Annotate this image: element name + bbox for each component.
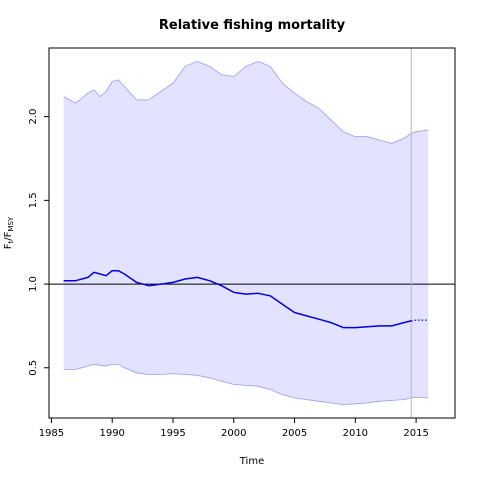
plot-frame [48, 47, 456, 419]
x-tick-label: 2000 [221, 428, 246, 439]
x-axis-label: Time [239, 456, 264, 467]
y-axis-label-sub1: t [7, 240, 15, 243]
y-tick-label: 1.0 [28, 276, 39, 292]
projection-line [411, 319, 429, 322]
y-axis-label: Ft/FMSY [3, 216, 15, 249]
y-tick-label: 1.5 [28, 192, 39, 208]
confidence-band [63, 61, 429, 405]
estimate-line [63, 269, 412, 329]
y-axis-label-main: F [3, 243, 14, 249]
upper-bound-line [63, 60, 429, 144]
y-tick-label: 2.0 [28, 109, 39, 125]
x-tick-label: 2015 [403, 428, 428, 439]
x-tick-label: 2005 [282, 428, 307, 439]
x-tick-label: 2010 [343, 428, 368, 439]
x-tick-label: 1985 [39, 428, 64, 439]
y-tick-label: 0.5 [28, 360, 39, 376]
y-axis-label-sep: /F [3, 231, 14, 240]
x-tick-label: 1990 [99, 428, 124, 439]
y-axis-label-sub2: MSY [7, 216, 15, 231]
lower-bound-line [63, 363, 429, 406]
axes: 1985 1990 1995 2000 2005 2010 2015 0.5 1.0 1.5 2.0 [28, 47, 456, 439]
x-tick-label: 1995 [160, 428, 185, 439]
plot-area [49, 48, 455, 418]
chart-title: Relative fishing mortality [159, 18, 346, 33]
